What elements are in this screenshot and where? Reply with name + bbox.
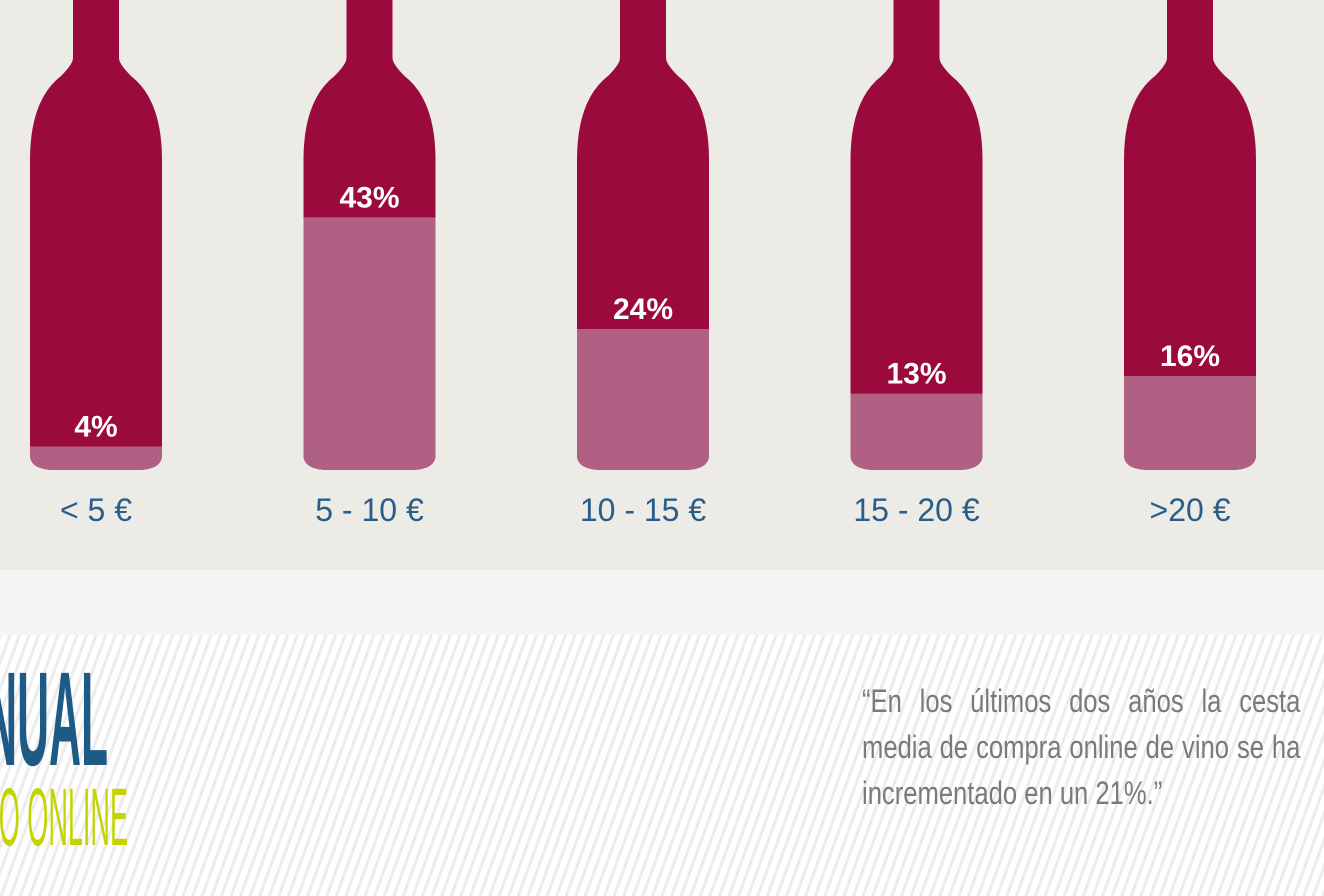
- value-label: 16%: [1160, 340, 1220, 373]
- separator: [0, 570, 1324, 635]
- value-label: 13%: [886, 358, 946, 391]
- bottle-fill: [850, 393, 983, 470]
- x-tick-label: 10 - 15 €: [580, 492, 707, 528]
- bottle-fill: [30, 446, 162, 470]
- x-tick-label: >20 €: [1150, 492, 1231, 528]
- x-tick-label: < 5 €: [60, 492, 132, 528]
- x-tick-label: 5 - 10 €: [315, 492, 424, 528]
- bottle-fill: [1124, 376, 1256, 470]
- quote: “En los últimos dos años la cesta media …: [862, 683, 1301, 811]
- bottle-fill: [577, 329, 709, 470]
- bottle: [1124, 0, 1256, 470]
- value-label: 24%: [613, 293, 673, 326]
- value-label: 4%: [74, 411, 117, 444]
- banner-subtitle: O ONLINE: [0, 771, 128, 862]
- value-label: 43%: [339, 181, 399, 214]
- bottle-fill: [303, 217, 436, 470]
- bottle: [30, 0, 162, 470]
- striped-background: [0, 635, 1324, 896]
- banner-title: NUAL: [0, 645, 108, 794]
- bottle: [850, 0, 983, 470]
- x-tick-label: 15 - 20 €: [853, 492, 980, 528]
